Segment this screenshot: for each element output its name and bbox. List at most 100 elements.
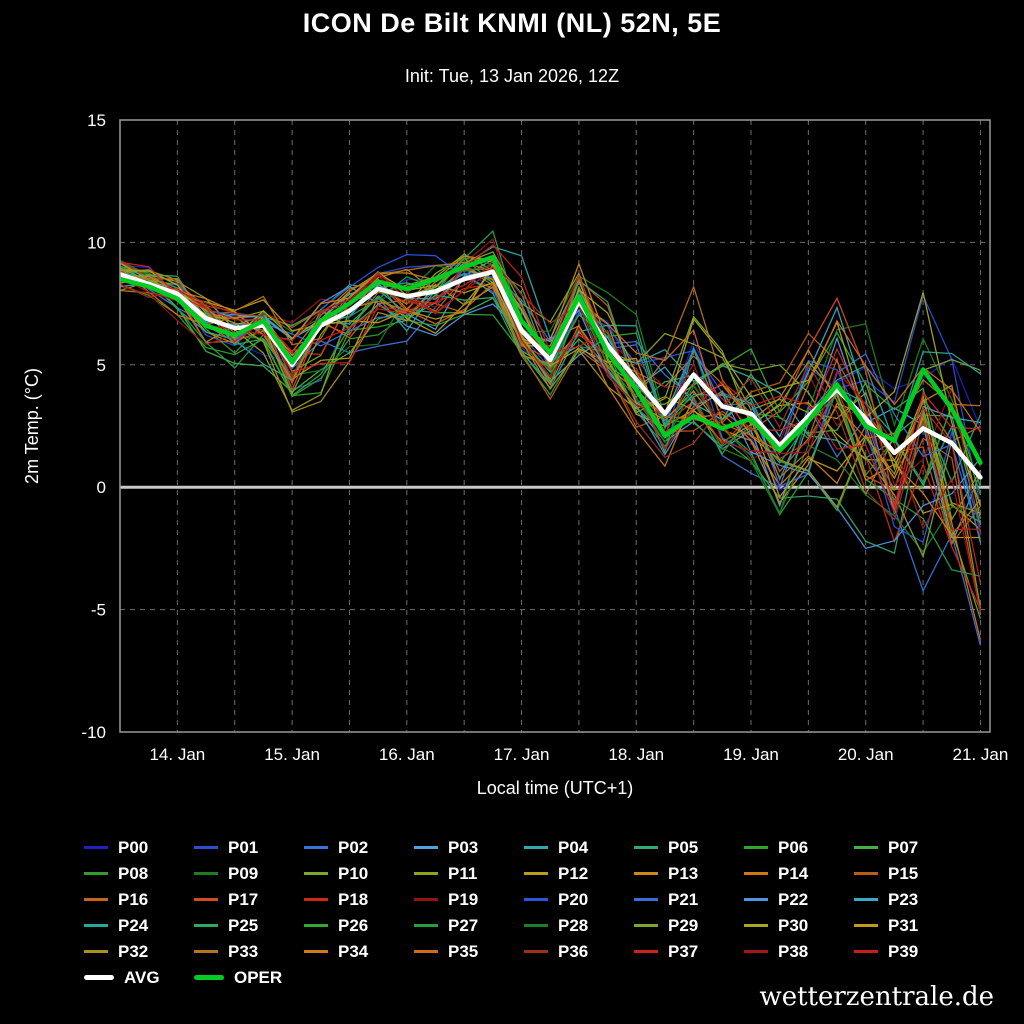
legend-label-p34: P34 <box>338 941 369 961</box>
y-tick-labels: 15 10 5 0 -5 -10 <box>81 111 106 742</box>
legend-label-p02: P02 <box>338 837 369 857</box>
legend-item-p39: P39 <box>854 941 964 962</box>
legend-swatch-p31 <box>854 924 878 927</box>
legend-item-p10: P10 <box>304 863 414 884</box>
legend-swatch-p15 <box>854 872 878 875</box>
legend-swatch-p26 <box>304 924 328 927</box>
legend-label-p09: P09 <box>228 863 259 883</box>
legend-label-p28: P28 <box>558 915 589 935</box>
legend-swatch-p33 <box>194 950 218 953</box>
legend-item-p15: P15 <box>854 863 964 884</box>
svg-text:21. Jan: 21. Jan <box>953 745 1009 764</box>
legend-label-p05: P05 <box>668 837 699 857</box>
init-subtitle: Init: Tue, 13 Jan 2026, 12Z <box>404 66 620 86</box>
legend-swatch-oper <box>194 975 224 980</box>
legend-swatch-p18 <box>304 898 328 901</box>
legend-swatch-p29 <box>634 924 658 927</box>
legend-label-p37: P37 <box>668 941 699 961</box>
legend-item-p01: P01 <box>194 837 304 858</box>
legend-item-oper: OPER <box>194 967 304 988</box>
legend-swatch-p17 <box>194 898 218 901</box>
legend-item-p29: P29 <box>634 915 744 936</box>
legend-label-p26: P26 <box>338 915 369 935</box>
legend-swatch-p38 <box>744 950 768 953</box>
member-line-p07 <box>120 260 982 619</box>
legend-swatch-p30 <box>744 924 768 927</box>
svg-text:-5: -5 <box>91 601 106 620</box>
legend-label-p03: P03 <box>448 837 479 857</box>
legend-swatch-p13 <box>634 872 658 875</box>
legend-swatch-p03 <box>414 846 438 849</box>
legend-swatch-p28 <box>524 924 548 927</box>
ensemble-lines <box>120 229 982 646</box>
legend-swatch-p39 <box>854 950 878 953</box>
legend-swatch-p11 <box>414 872 438 875</box>
svg-text:-10: -10 <box>81 723 106 742</box>
legend-label-p24: P24 <box>118 915 149 935</box>
legend-swatch-avg <box>84 975 114 980</box>
legend-item-p17: P17 <box>194 889 304 910</box>
legend-label-p31: P31 <box>888 915 919 935</box>
legend-label-p10: P10 <box>338 863 369 883</box>
legend-item-p28: P28 <box>524 915 634 936</box>
legend-label-p12: P12 <box>558 863 589 883</box>
legend-label-p32: P32 <box>118 941 149 961</box>
legend-label-p30: P30 <box>778 915 809 935</box>
legend-item-p30: P30 <box>744 915 854 936</box>
oper-line <box>120 254 983 465</box>
legend-swatch-p16 <box>84 898 108 901</box>
legend-label-p01: P01 <box>228 837 259 857</box>
legend-swatch-p06 <box>744 846 768 849</box>
legend-item-p03: P03 <box>414 837 524 858</box>
member-line-p26 <box>120 257 981 523</box>
page-title: ICON De Bilt KNMI (NL) 52N, 5E <box>302 8 722 38</box>
legend-label-p18: P18 <box>338 889 369 909</box>
member-line-p32 <box>120 269 982 519</box>
member-line-p14 <box>120 266 982 640</box>
legend-item-p19: P19 <box>414 889 524 910</box>
legend-label-p08: P08 <box>118 863 149 883</box>
x-tick-labels: 14. Jan 15. Jan 16. Jan 17. Jan 18. Jan 19. J… <box>149 745 1008 764</box>
legend-label-p27: P27 <box>448 915 479 935</box>
legend-item-p13: P13 <box>634 863 744 884</box>
legend-item-p24: P24 <box>84 915 194 936</box>
legend-label-p21: P21 <box>668 889 699 909</box>
legend-item-p02: P02 <box>304 837 414 858</box>
legend-swatch-p14 <box>744 872 768 875</box>
svg-text:15: 15 <box>87 111 106 130</box>
svg-text:16. Jan: 16. Jan <box>379 745 435 764</box>
legend-label-p39: P39 <box>888 941 919 961</box>
member-line-p11 <box>120 255 981 522</box>
legend-label-p38: P38 <box>778 941 809 961</box>
legend-swatch-p23 <box>854 898 878 901</box>
legend-item-p16: P16 <box>84 889 194 910</box>
legend-label-p14: P14 <box>778 863 809 883</box>
legend-label-avg: AVG <box>124 967 160 987</box>
legend-label-p07: P07 <box>888 837 919 857</box>
legend-swatch-p08 <box>84 872 108 875</box>
x-axis-title: Local time (UTC+1) <box>477 778 634 798</box>
legend-item-p26: P26 <box>304 915 414 936</box>
legend-label-p00: P00 <box>118 837 149 857</box>
svg-text:18. Jan: 18. Jan <box>608 745 664 764</box>
legend-swatch-p27 <box>414 924 438 927</box>
legend-item-p00: P00 <box>84 837 194 858</box>
legend-swatch-p09 <box>194 872 218 875</box>
legend-swatch-p12 <box>524 872 548 875</box>
y-axis-title: 2m Temp. (°C) <box>22 368 42 484</box>
svg-text:17. Jan: 17. Jan <box>494 745 550 764</box>
legend-swatch-p36 <box>524 950 548 953</box>
legend-item-p35: P35 <box>414 941 524 962</box>
legend-label-p15: P15 <box>888 863 919 883</box>
legend-swatch-p05 <box>634 846 658 849</box>
legend-item-p18: P18 <box>304 889 414 910</box>
legend-swatch-p37 <box>634 950 658 953</box>
legend-item-p06: P06 <box>744 837 854 858</box>
legend-label-p17: P17 <box>228 889 259 909</box>
legend-swatch-p21 <box>634 898 658 901</box>
legend-label-p36: P36 <box>558 941 589 961</box>
legend-label-p11: P11 <box>448 863 478 883</box>
legend-item-p21: P21 <box>634 889 744 910</box>
legend-item-p09: P09 <box>194 863 304 884</box>
legend-item-p25: P25 <box>194 915 304 936</box>
